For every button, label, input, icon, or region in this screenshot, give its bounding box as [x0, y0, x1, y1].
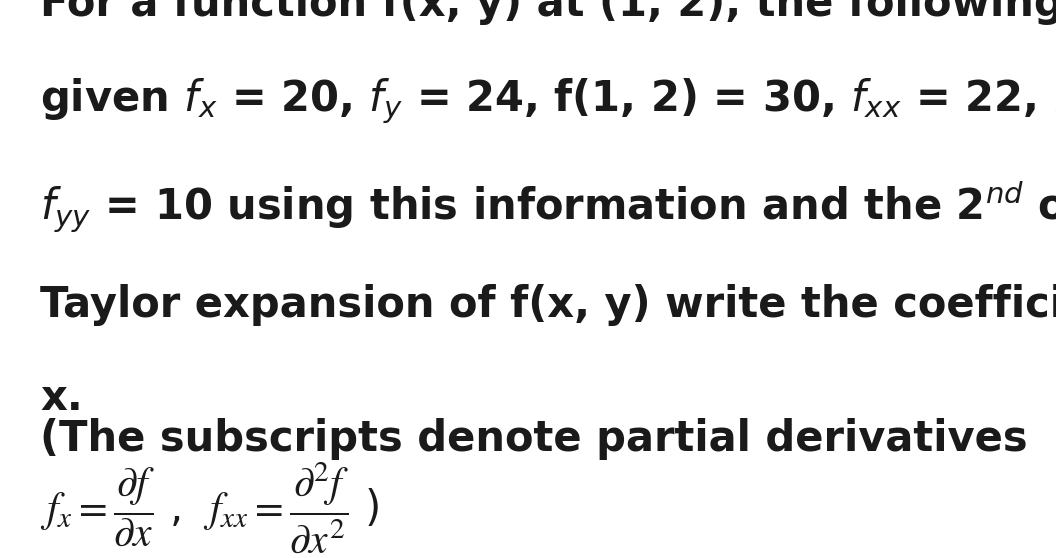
- Text: For a function f(x, y) at (1, 2), the following are: For a function f(x, y) at (1, 2), the fo…: [40, 0, 1056, 25]
- Text: Taylor expansion of f(x, y) write the coefficient of: Taylor expansion of f(x, y) write the co…: [40, 285, 1056, 326]
- Text: given $f_x$ = 20, $f_y$ = 24, f(1, 2) = 30, $f_{xx}$ = 22, $f_{xy}$ = 8,: given $f_x$ = 20, $f_y$ = 24, f(1, 2) = …: [40, 76, 1056, 126]
- Text: x.: x.: [40, 377, 82, 418]
- Text: $f_x = \dfrac{\partial f}{\partial x}$ ,  $f_{xx} = \dfrac{\partial^2 f}{\partia: $f_x = \dfrac{\partial f}{\partial x}$ ,…: [40, 460, 380, 555]
- Text: $f_{yy}$ = 10 using this information and the 2$^{nd}$ order: $f_{yy}$ = 10 using this information and…: [40, 179, 1056, 234]
- Text: (The subscripts denote partial derivatives: (The subscripts denote partial derivativ…: [40, 418, 1027, 460]
